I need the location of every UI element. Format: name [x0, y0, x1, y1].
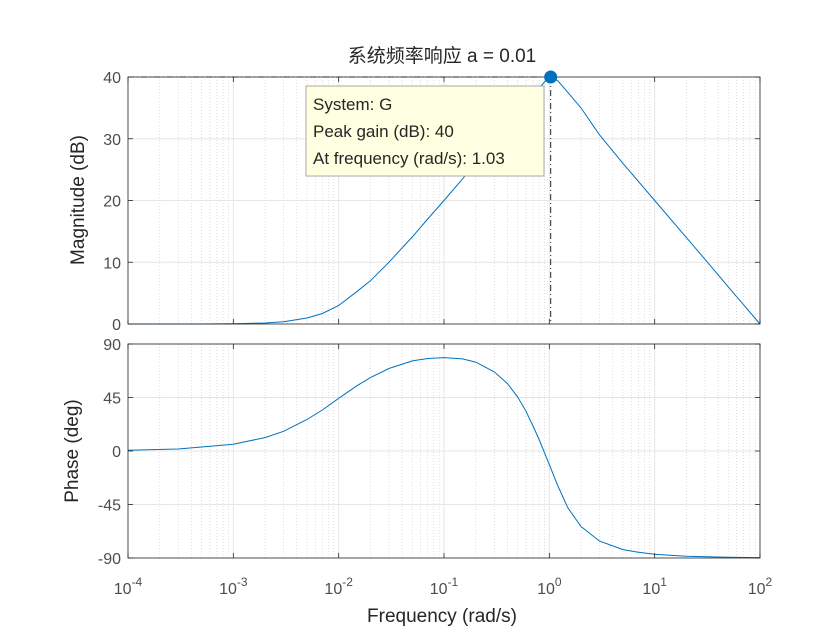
magnitude-y-tick-label: 30: [103, 132, 121, 149]
magnitude-y-tick-label: 20: [103, 194, 121, 211]
magnitude-y-tick-label: 40: [103, 70, 121, 87]
x-tick-label: 100: [537, 575, 562, 598]
datatip-peak-gain-line: Peak gain (dB): 40: [313, 122, 454, 141]
frequency-x-axis-label: Frequency (rad/s): [367, 606, 517, 627]
phase-y-axis-label: Phase (deg): [62, 399, 83, 503]
x-tick-label: 10-2: [324, 575, 353, 598]
datatip-box: [305, 85, 545, 177]
chart-title: 系统频率响应 a = 0.01: [348, 45, 536, 67]
x-tick-label: 10-3: [219, 575, 248, 598]
x-tick-label: 10-4: [114, 575, 143, 598]
phase-series-line[interactable]: [127, 357, 761, 559]
phase-y-tick-label: -90: [98, 551, 121, 568]
phase-y-tick-label: 90: [103, 337, 121, 354]
x-tick-label: 10-1: [430, 575, 459, 598]
x-tick-label: 102: [748, 575, 773, 598]
x-tick-label: 101: [642, 575, 667, 598]
phase-y-ticks: -90 -45 0 45 90: [98, 337, 760, 568]
magnitude-y-tick-label: 0: [112, 317, 121, 334]
datatip-system-line: System: G: [313, 95, 392, 114]
peak-gain-marker[interactable]: [544, 70, 558, 84]
magnitude-y-tick-label: 10: [103, 255, 121, 272]
peak-gain-datatip[interactable]: System: G Peak gain (dB): 40 At frequenc…: [305, 85, 545, 177]
datatip-frequency-line: At frequency (rad/s): 1.03: [313, 149, 505, 168]
magnitude-y-ticks: 0 10 20 30 40: [103, 70, 760, 334]
phase-y-tick-label: 45: [103, 391, 121, 408]
magnitude-y-axis-label: Magnitude (dB): [68, 135, 89, 265]
frequency-x-ticks: 10-4 10-3 10-2 10-1 100 101 102: [114, 77, 773, 598]
phase-y-tick-label: -45: [98, 498, 121, 515]
phase-y-tick-label: 0: [112, 444, 121, 461]
